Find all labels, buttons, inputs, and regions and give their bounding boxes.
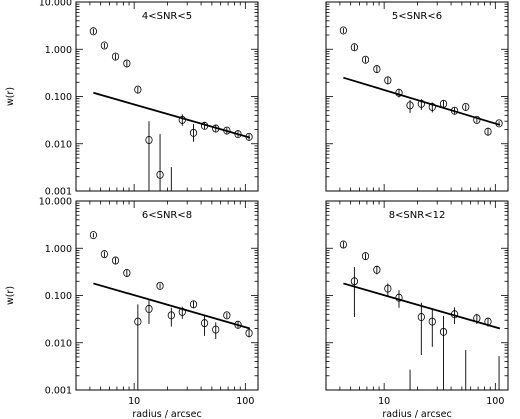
data-point <box>361 55 370 64</box>
data-point <box>234 130 242 139</box>
data-point <box>156 281 164 290</box>
x-axis-label: radius / arcsec <box>382 409 451 419</box>
data-point <box>484 317 492 326</box>
data-point <box>123 268 131 277</box>
data-point <box>417 99 425 108</box>
data-point <box>145 304 153 313</box>
data-point <box>339 240 347 249</box>
y-tick-label: 1.000 <box>45 45 72 56</box>
y-tick-label: 0.010 <box>45 338 72 349</box>
data-point <box>473 115 481 124</box>
data-point <box>428 102 436 111</box>
data-point <box>111 256 120 265</box>
data-point <box>417 313 425 322</box>
panel-2: 5<SNR<6 <box>325 1 509 192</box>
y-axis-label: w(r) <box>5 286 16 305</box>
data-point <box>439 327 448 336</box>
x-tick-label: 10 <box>128 396 140 407</box>
data-point <box>339 26 347 35</box>
data-point <box>178 307 186 316</box>
data-point <box>212 325 220 334</box>
data-point <box>395 88 403 97</box>
data-point <box>178 115 186 124</box>
data-point <box>384 76 392 85</box>
data-point <box>462 102 470 111</box>
data-point <box>223 311 231 320</box>
data-point <box>395 293 403 302</box>
data-point <box>134 85 142 94</box>
x-tick-label: 100 <box>486 396 504 407</box>
data-point <box>245 329 253 338</box>
data-point <box>189 128 198 137</box>
x-tick-label: 100 <box>236 396 254 407</box>
data-point <box>123 59 131 68</box>
x-axis-label: radius / arcsec <box>132 409 201 419</box>
y-axis-label: w(r) <box>5 87 16 106</box>
data-point <box>473 314 481 323</box>
panel-3: 10.000 1.000 0.100 0.010 0.001 w(r) 10 100 radiu… <box>5 197 259 419</box>
fit-line <box>93 282 251 330</box>
data-point <box>89 231 97 240</box>
data-point <box>167 311 175 320</box>
data-point <box>223 126 231 135</box>
data-point <box>111 52 120 61</box>
data-point <box>200 121 209 130</box>
panel-title: 8<SNR<12 <box>389 210 446 221</box>
data-point <box>361 252 370 261</box>
data-point <box>145 136 153 145</box>
data-point <box>450 310 459 319</box>
x-tick-label: 10 <box>378 396 390 407</box>
y-tick-label: 10.000 <box>39 197 72 208</box>
data-point <box>156 170 164 179</box>
data-point <box>495 119 503 128</box>
data-point <box>406 101 414 110</box>
y-tick-label: 10.000 <box>39 0 72 9</box>
data-point <box>450 106 459 115</box>
y-tick-label: 1.000 <box>45 244 72 255</box>
y-tick-label: 0.010 <box>45 139 72 150</box>
data-point <box>89 27 97 36</box>
data-point <box>245 132 253 141</box>
panel-1: 10.000 1.000 0.100 0.010 0.001 w(r) 4<SNR<5 <box>5 0 259 198</box>
data-point <box>234 320 242 329</box>
data-point <box>384 284 392 293</box>
plot-frame <box>325 1 509 192</box>
panel-title: 5<SNR<6 <box>392 11 442 22</box>
panel-title: 6<SNR<8 <box>142 210 192 221</box>
data-point <box>350 277 358 286</box>
data-point <box>189 300 198 309</box>
data-point <box>439 99 448 108</box>
data-point <box>373 265 381 274</box>
data-point <box>484 127 492 136</box>
data-point <box>373 65 381 74</box>
data-point <box>212 124 220 133</box>
y-tick-label: 0.100 <box>45 92 72 103</box>
plot-frame <box>325 200 509 391</box>
plot-frame <box>75 200 259 391</box>
data-point <box>100 41 108 50</box>
data-point <box>350 43 358 52</box>
y-tick-label: 0.001 <box>45 386 72 397</box>
data-point <box>428 317 436 326</box>
data-point <box>100 250 108 259</box>
y-tick-label: 0.001 <box>45 187 72 198</box>
panel-title: 4<SNR<5 <box>142 11 192 22</box>
y-tick-label: 0.100 <box>45 291 72 302</box>
data-point <box>134 317 142 326</box>
panel-4: 10 100 radius / arcsec 8<SNR<12 <box>325 200 509 419</box>
data-point <box>200 319 209 328</box>
